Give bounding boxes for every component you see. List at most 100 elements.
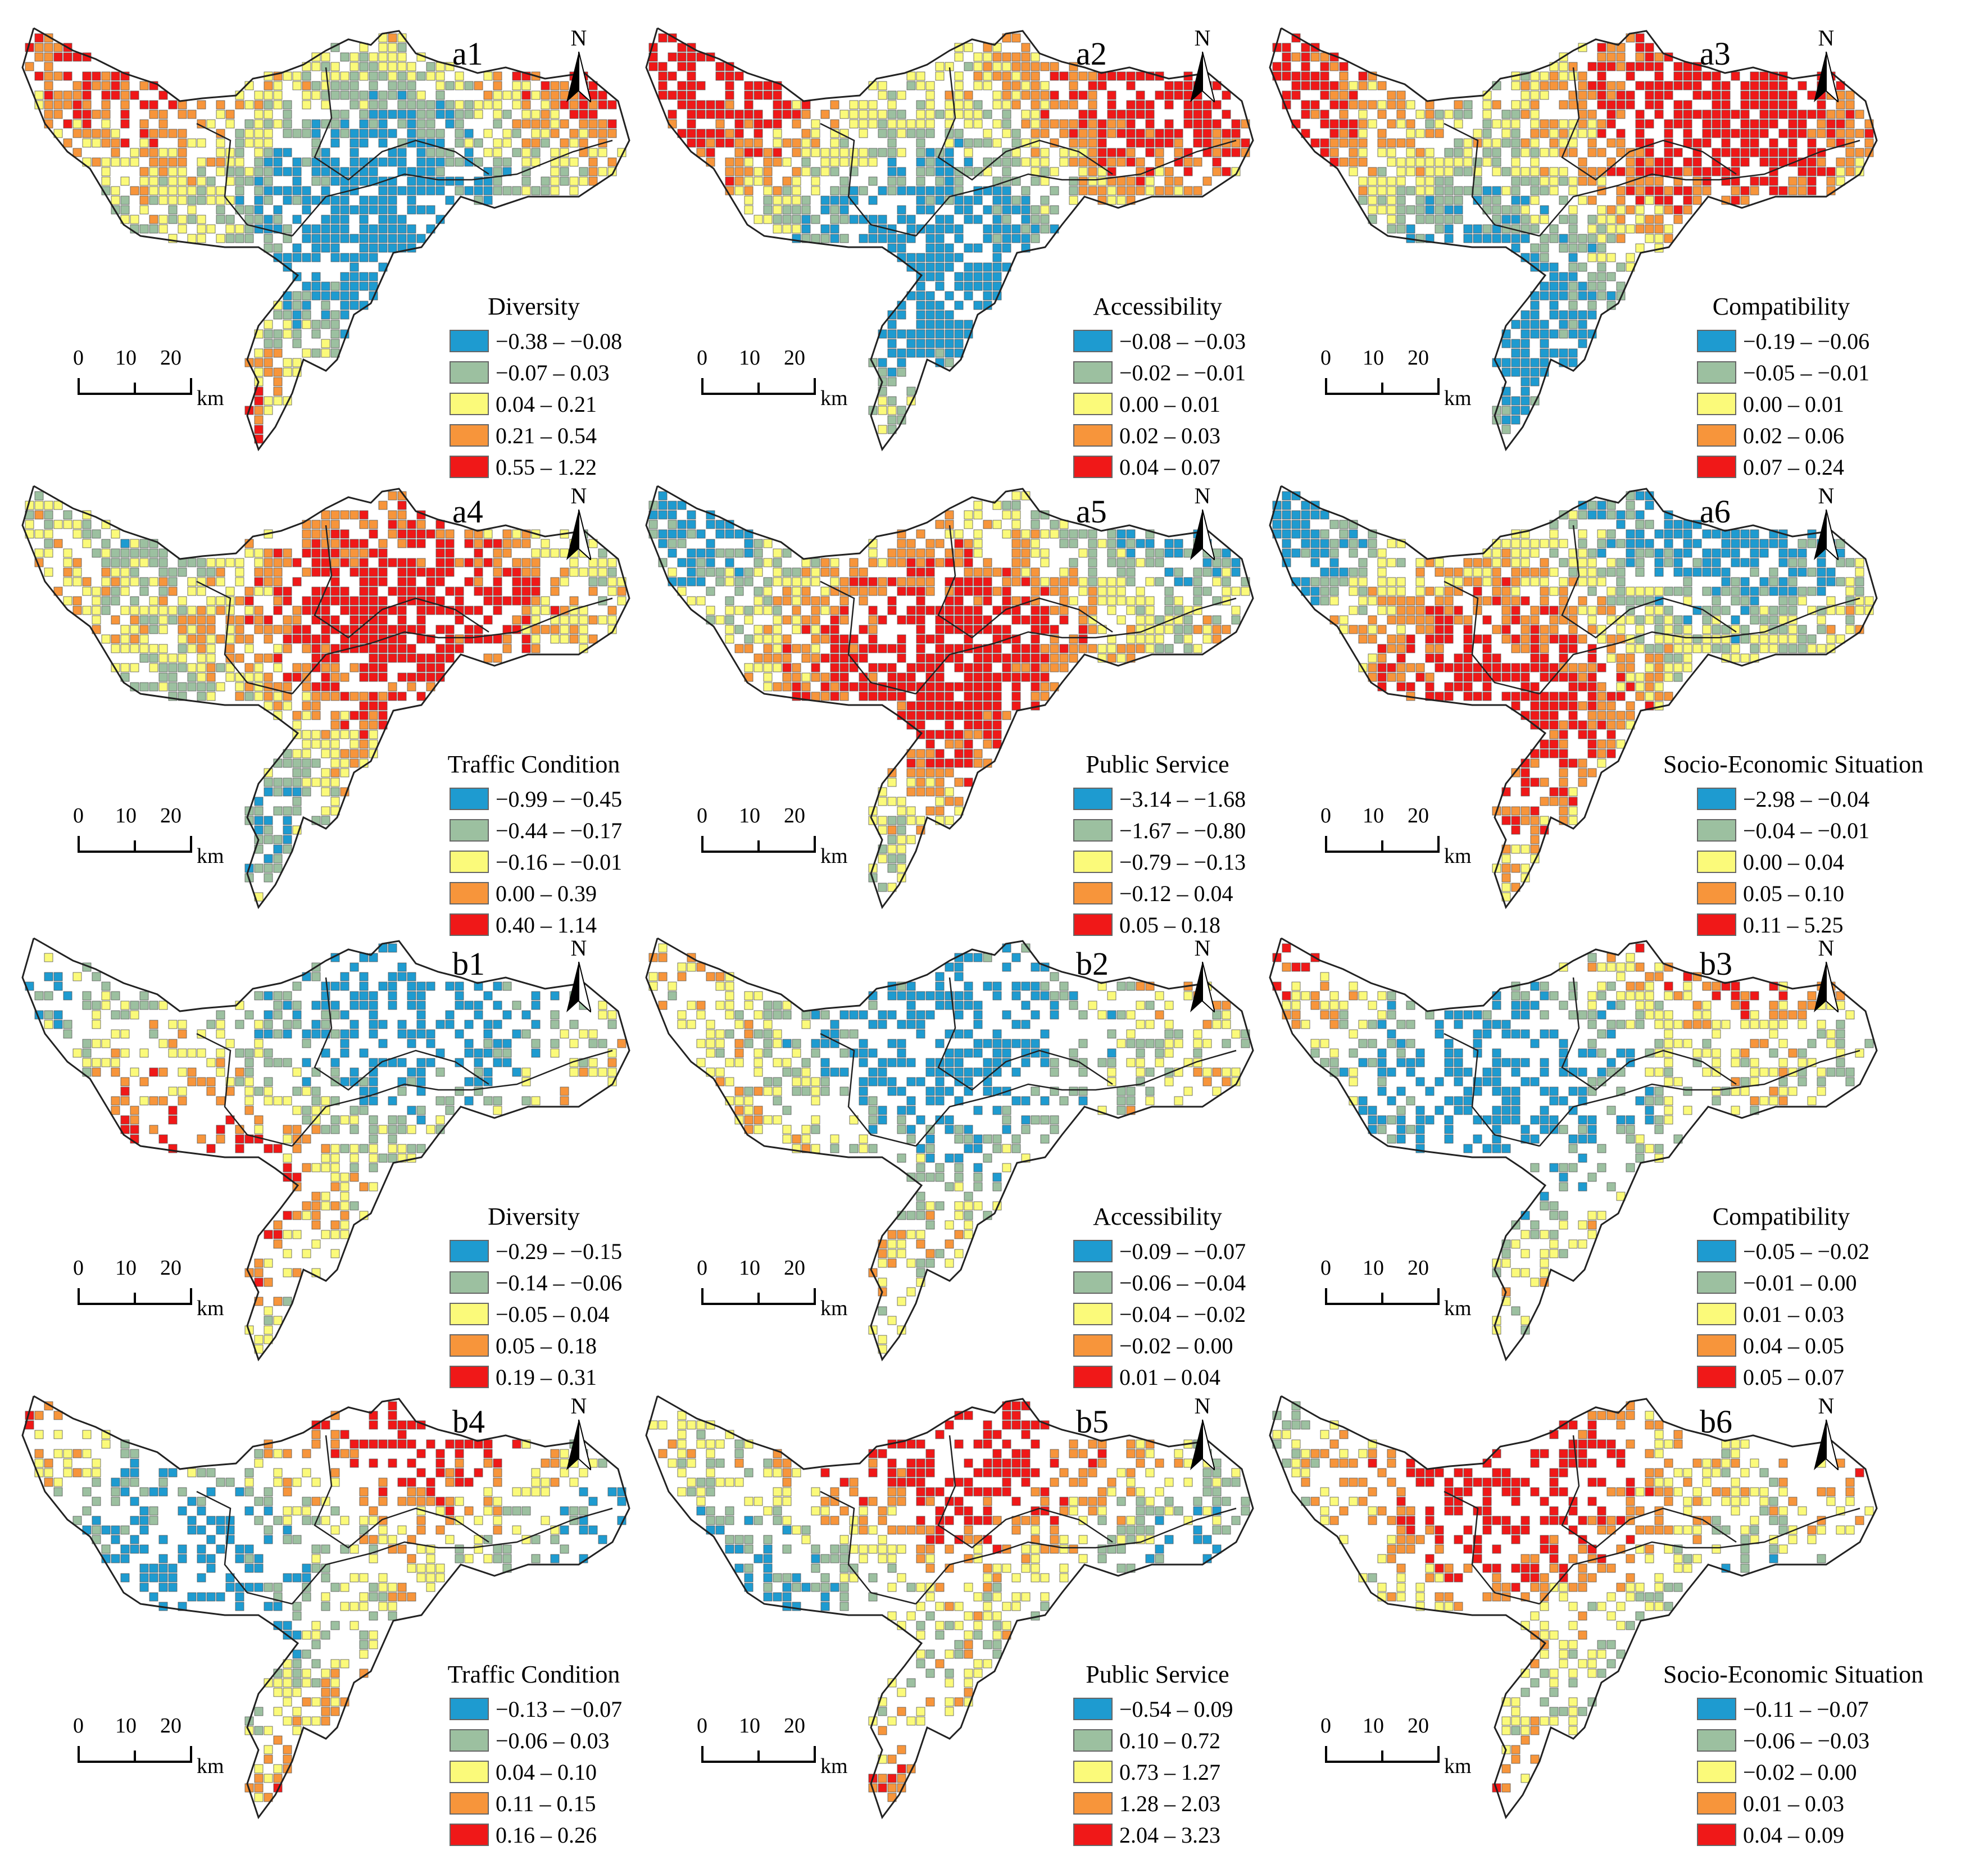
grid-cell-class-2 [1155,644,1164,653]
grid-cell-class-5 [1673,81,1683,90]
grid-cell-class-3 [897,148,906,157]
grid-cell-class-3 [254,367,264,377]
grid-cell-class-3 [569,186,579,195]
grid-cell-class-3 [734,186,744,195]
district-boundary [915,597,1237,694]
grid-cell-class-5 [1021,672,1031,682]
grid-cell-class-5 [340,558,350,567]
grid-cell-class-4 [1549,71,1559,81]
grid-cell-class-3 [254,548,264,558]
grid-cell-class-4 [792,663,801,672]
grid-cell-class-3 [512,90,521,100]
legend-item: −0.02 – −0.01 [1040,357,1276,388]
grid-cell-class-4 [235,625,244,634]
grid-cell-class-2 [292,806,302,816]
grid-cell-class-3 [1492,138,1501,148]
grid-cell-class-4 [954,797,964,806]
grid-cell-class-5 [369,663,378,672]
grid-cell-class-4 [782,586,792,596]
grid-cell-class-5 [1778,90,1788,100]
grid-cell-class-3 [1435,558,1444,567]
grid-cell-class-5 [1530,806,1540,816]
north-letter: N [570,25,587,51]
grid-cell-class-3 [1396,577,1406,586]
grid-cell-class-2 [254,806,264,816]
grid-cell-class-3 [887,797,897,806]
grid-cell-class-1 [1750,529,1759,539]
grid-cell-class-2 [1454,167,1463,176]
grid-cell-class-5 [1721,90,1731,100]
grid-cell-class-3 [992,138,1002,148]
grid-cell-class-1 [1578,320,1587,329]
legend-title: Diversity [488,293,580,320]
grid-cell-class-5 [715,71,725,81]
grid-cell-class-4 [1078,644,1088,653]
grid-cell-class-1 [1788,567,1798,577]
grid-cell-class-2 [1778,644,1788,653]
grid-cell-class-3 [1606,253,1616,262]
grid-cell-class-5 [906,606,916,615]
grid-cell-class-3 [34,529,44,539]
grid-cell-class-1 [1540,339,1549,348]
grid-cell-class-1 [706,558,715,567]
grid-cell-class-4 [1559,739,1568,749]
grid-cell-class-4 [521,119,531,129]
grid-cell-class-5 [1320,138,1329,148]
grid-cell-class-1 [1549,348,1559,358]
grid-cell-class-1 [1559,348,1568,358]
grid-cell-class-5 [1501,625,1511,634]
grid-cell-class-3 [244,167,254,176]
grid-cell-class-4 [44,52,53,62]
grid-cell-class-4 [754,138,763,148]
grid-cell-class-3 [1145,606,1155,615]
grid-cell-class-5 [1482,692,1492,701]
grid-cell-class-5 [407,644,416,653]
grid-cell-class-3 [1368,596,1377,606]
grid-cell-class-1 [925,329,935,339]
grid-cell-class-5 [1164,129,1174,138]
grid-cell-class-3 [801,167,811,176]
grid-cell-class-2 [330,329,340,339]
grid-cell-class-4 [139,148,149,157]
grid-cell-class-4 [1377,138,1387,148]
grid-cell-class-4 [1202,176,1212,186]
grid-cell-class-5 [378,625,388,634]
grid-cell-class-5 [868,577,878,586]
grid-cell-class-5 [916,586,925,596]
grid-cell-class-5 [859,692,868,701]
grid-cell-class-1 [820,205,830,215]
grid-cell-class-3 [1116,653,1126,663]
grid-cell-class-5 [954,653,964,663]
legend: Diversity −0.38 – −0.08 −0.07 – 0.03 0.04 –… [416,292,652,483]
grid-cell-class-3 [1864,596,1874,606]
grid-cell-class-3 [120,634,130,644]
grid-cell-class-4 [782,596,792,606]
north-letter: N [1818,483,1835,508]
grid-cell-class-4 [264,81,273,90]
grid-cell-class-3 [916,110,925,119]
grid-cell-class-2 [254,186,264,195]
grid-cell-class-4 [1396,110,1406,119]
grid-cell-class-4 [1387,596,1396,606]
grid-cell-class-3 [111,129,120,138]
grid-cell-class-5 [677,62,687,71]
grid-cell-class-3 [149,596,158,606]
grid-cell-class-3 [187,663,197,672]
grid-cell-class-2 [455,138,464,148]
grid-cell-class-4 [1435,129,1444,138]
grid-cell-class-3 [725,577,734,586]
scale-tick-label: 10 [115,804,137,828]
grid-cell-class-1 [1788,586,1798,596]
grid-cell-class-3 [149,663,158,672]
grid-cell-class-3 [541,129,550,138]
grid-cell-class-5 [839,663,849,672]
grid-cell-class-4 [1396,634,1406,644]
legend-range-label: −0.02 – −0.01 [1119,360,1246,385]
grid-cell-class-2 [1559,176,1568,186]
grid-cell-class-1 [1721,567,1731,577]
grid-cell-class-4 [1559,129,1568,138]
grid-cell-class-4 [801,567,811,577]
grid-cell-class-5 [397,606,407,615]
grid-cell-class-4 [158,577,168,586]
grid-cell-class-4 [1616,711,1626,720]
